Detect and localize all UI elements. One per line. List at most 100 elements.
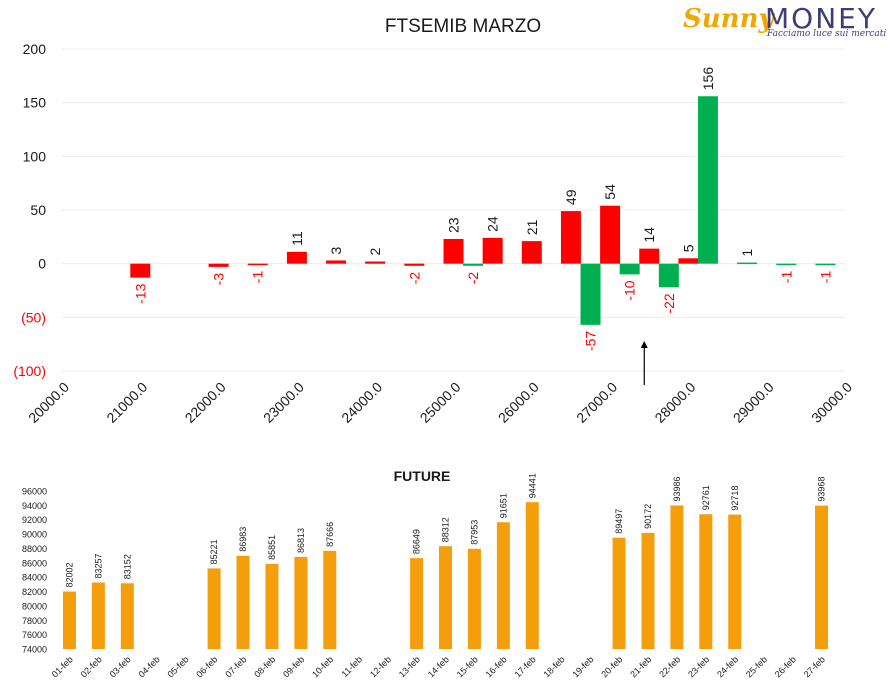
future-data-labels: 82002 83257 83152 85221 86983 85851 86813 87666… [64, 473, 826, 587]
future-data-label: 85221 [209, 539, 219, 564]
arrow-head [640, 340, 648, 348]
future-y-tick-label: 82000 [22, 587, 47, 597]
future-y-tick-label: 96000 [22, 487, 47, 497]
data-label: 1 [739, 249, 755, 257]
future-data-label: 93986 [672, 476, 682, 501]
red-bar [326, 260, 347, 264]
future-data-label: 88312 [441, 517, 451, 542]
future-bar [236, 555, 250, 649]
future-data-label: 92718 [730, 486, 740, 511]
x-tick-label: 24000.0 [338, 379, 385, 426]
future-x-tick-label: 14-feb [426, 654, 451, 679]
green-bar [619, 263, 640, 275]
arrow-annotation [640, 340, 648, 385]
y-tick-label: 50 [30, 202, 46, 218]
x-tick-label: 27000.0 [573, 379, 620, 426]
future-bar [410, 558, 424, 649]
logo-tagline: Facciamo luce sui mercati [767, 29, 887, 39]
future-data-label: 83257 [93, 553, 103, 578]
future-data-label: 93968 [817, 477, 827, 502]
future-price-chart: FUTURE 96000 94000 92000 90000 88000 86000 840… [22, 468, 829, 679]
red-bar [678, 258, 699, 264]
red-bar [286, 251, 307, 264]
data-label: 156 [700, 67, 716, 91]
red-bar [600, 205, 621, 264]
future-x-tick-label: 10-feb [310, 654, 335, 679]
future-bar [815, 505, 829, 649]
future-y-tick-label: 76000 [22, 630, 47, 640]
future-bar [699, 514, 713, 649]
x-tick-label: 30000.0 [808, 379, 855, 426]
future-y-tick-label: 90000 [22, 530, 47, 540]
future-x-tick-label: 13-feb [397, 654, 422, 679]
future-chart-title: FUTURE [394, 468, 451, 484]
future-bar [265, 563, 279, 649]
future-y-axis-tick-labels: 96000 94000 92000 90000 88000 86000 84000 82000… [22, 487, 47, 655]
x-tick-label: 29000.0 [730, 379, 777, 426]
data-label: 21 [524, 219, 540, 235]
future-data-label: 89497 [614, 509, 624, 534]
future-data-label: 90172 [643, 504, 653, 529]
future-x-tick-label: 08-feb [252, 654, 277, 679]
future-data-label: 86649 [412, 529, 422, 554]
future-x-tick-label: 20-feb [599, 654, 624, 679]
data-label: -1 [250, 271, 266, 284]
future-bar [670, 505, 684, 649]
y-tick-label: 200 [23, 41, 47, 57]
future-data-label: 87953 [469, 520, 479, 545]
future-x-tick-label: 05-feb [165, 654, 190, 679]
green-bar [580, 263, 601, 325]
future-x-tick-label: 12-feb [368, 654, 393, 679]
green-bar [697, 96, 718, 264]
red-bar [247, 263, 268, 266]
future-data-label: 91651 [498, 493, 508, 518]
y-tick-label: 100 [23, 148, 47, 164]
future-x-tick-label: 25-feb [744, 654, 769, 679]
future-x-tick-label: 21-feb [628, 654, 653, 679]
y-tick-label: (50) [21, 309, 46, 325]
data-label: 14 [641, 227, 657, 243]
future-x-tick-label: 15-feb [455, 654, 480, 679]
future-bar [496, 522, 510, 649]
data-label: -22 [661, 293, 677, 313]
data-label: -3 [211, 273, 227, 286]
x-tick-label: 21000.0 [103, 379, 150, 426]
future-y-tick-label: 92000 [22, 515, 47, 525]
red-bar [560, 211, 581, 264]
data-label: -1 [778, 271, 794, 284]
sunny-money-logo: Sunny MONEY Facciamo luce sui mercati [683, 2, 887, 42]
future-bar [62, 591, 76, 649]
y-tick-label: 0 [38, 256, 46, 272]
future-x-tick-label: 09-feb [281, 654, 306, 679]
data-label: -2 [406, 272, 422, 285]
future-data-label: 82002 [64, 562, 74, 587]
future-bar [525, 502, 539, 649]
future-bar [207, 568, 221, 649]
future-bar [323, 550, 337, 649]
x-axis-tick-labels: 20000.0 21000.0 22000.0 23000.0 24000.0 25000… [25, 379, 855, 426]
future-data-label: 83152 [122, 554, 132, 579]
x-tick-label: 25000.0 [417, 379, 464, 426]
red-bar [130, 263, 151, 278]
future-x-tick-label: 27-feb [802, 654, 827, 679]
future-data-label: 87666 [325, 522, 335, 547]
data-label: 23 [446, 217, 462, 233]
data-label: 11 [289, 231, 305, 246]
future-x-tick-label: 23-feb [686, 654, 711, 679]
bars [130, 96, 836, 325]
x-tick-label: 20000.0 [25, 379, 72, 426]
data-label: -10 [622, 280, 638, 300]
red-bar [404, 263, 425, 266]
future-x-tick-label: 22-feb [657, 654, 682, 679]
future-bar [467, 548, 481, 649]
future-data-label: 86813 [296, 528, 306, 553]
data-label: 2 [367, 248, 383, 256]
future-y-tick-label: 86000 [22, 558, 47, 568]
green-bar [737, 262, 758, 265]
future-x-tick-label: 04-feb [137, 654, 162, 679]
red-bar [443, 238, 464, 264]
x-tick-label: 28000.0 [651, 379, 698, 426]
green-bar [463, 263, 484, 266]
x-tick-label: 26000.0 [495, 379, 542, 426]
